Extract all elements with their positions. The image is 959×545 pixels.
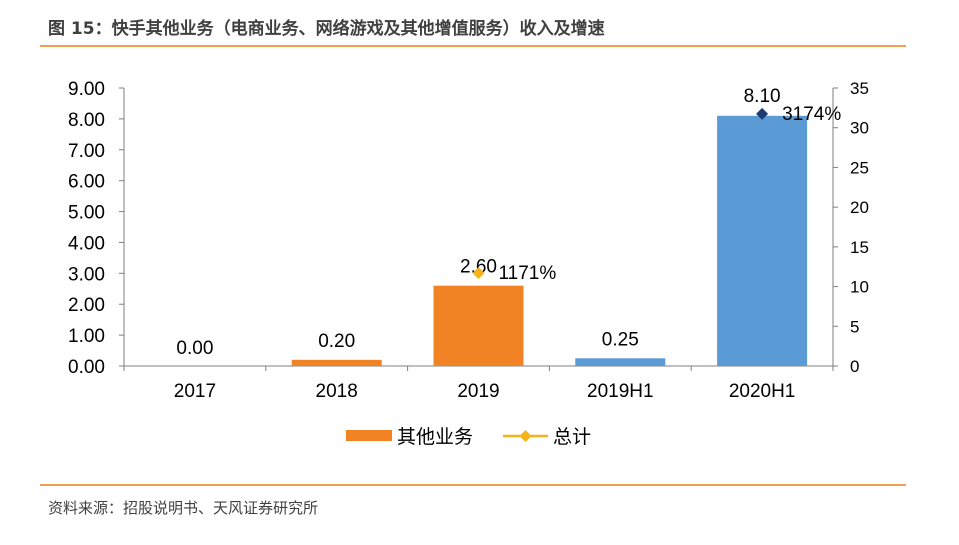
left-axis-tick-label: 8.00 [68, 110, 105, 131]
legend-swatch-bars [346, 430, 392, 441]
growth-label: 3174% [782, 104, 841, 125]
left-axis-tick-label: 7.00 [68, 141, 105, 162]
left-axis-tick-label: 9.00 [68, 79, 105, 100]
right-axis-tick-label: 5 [850, 317, 859, 336]
right-axis-tick-label: 20 [850, 198, 869, 217]
right-axis-tick-label: 25 [850, 158, 869, 177]
legend-label-bars: 其他业务 [397, 426, 473, 448]
left-axis-tick-label: 6.00 [68, 172, 105, 193]
bar-value-label: 0.00 [176, 338, 213, 359]
left-axis-tick-label: 5.00 [68, 203, 105, 224]
left-axis-tick-label: 2.00 [68, 295, 105, 316]
bar-2019 [433, 285, 524, 366]
growth-marker-2020H1 [756, 107, 769, 120]
right-axis-tick-label: 0 [850, 357, 859, 376]
right-axis-tick-label: 35 [850, 79, 869, 98]
bar-2020H1 [717, 115, 808, 366]
source-divider [40, 484, 906, 486]
x-axis-tick-label: 2018 [316, 381, 358, 402]
figure-title: 图 15：快手其他业务（电商业务、网络游戏及其他增值服务）收入及增速 [48, 19, 605, 39]
bar-value-label: 0.20 [318, 331, 355, 352]
x-axis-tick-label: 2019 [457, 381, 499, 402]
x-axis-tick-label: 2019H1 [587, 381, 654, 402]
right-axis-tick-label: 30 [850, 119, 869, 138]
x-axis-tick-label: 2020H1 [729, 381, 796, 402]
growth-marker-2019 [472, 266, 485, 279]
title-divider [40, 45, 906, 47]
right-axis-tick-label: 15 [850, 238, 869, 257]
bar-value-label: 0.25 [602, 329, 639, 350]
legend-swatch-marker [519, 430, 532, 442]
right-axis-tick-label: 10 [850, 278, 869, 297]
legend-label-marker: 总计 [553, 426, 591, 448]
left-axis-tick-label: 4.00 [68, 233, 105, 254]
source-note: 资料来源：招股说明书、天风证券研究所 [48, 499, 319, 517]
left-axis-tick-label: 3.00 [68, 264, 105, 285]
bar-2019H1 [575, 358, 666, 366]
left-axis-tick-label: 0.00 [68, 357, 105, 378]
x-axis-tick-label: 2017 [174, 381, 216, 402]
growth-label: 1171% [499, 263, 557, 284]
bar-2018 [291, 359, 382, 366]
left-axis-tick-label: 1.00 [68, 326, 105, 347]
bar-value-label: 8.10 [744, 86, 781, 107]
